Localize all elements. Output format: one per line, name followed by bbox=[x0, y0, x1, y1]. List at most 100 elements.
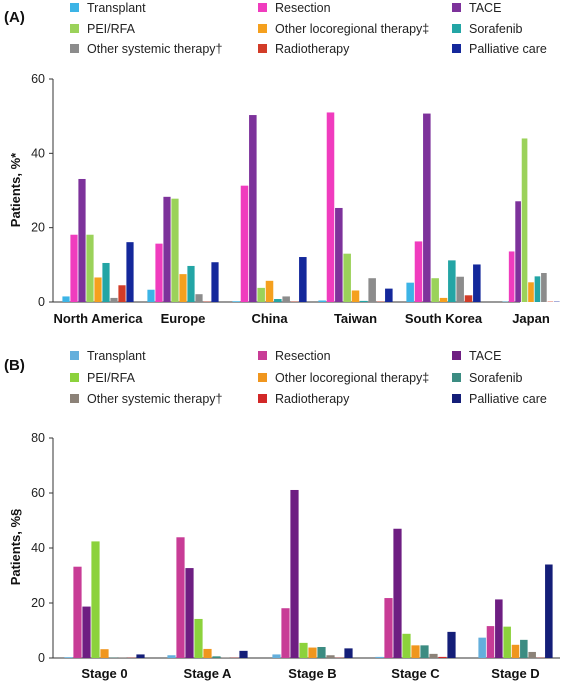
bar-stage-c-1 bbox=[384, 598, 393, 658]
bar-japan-4 bbox=[528, 282, 534, 302]
bar-china-5 bbox=[274, 299, 282, 302]
legend-swatch bbox=[70, 24, 79, 33]
bar-stage-c-4 bbox=[411, 645, 420, 658]
legend-label: Other locoregional therapy‡ bbox=[275, 22, 429, 36]
legend-swatch bbox=[452, 3, 461, 12]
bar-stage-a-1 bbox=[176, 537, 185, 658]
bar-taiwan-0 bbox=[318, 300, 326, 302]
legend-label: PEI/RFA bbox=[87, 371, 136, 385]
bar-stage-0-1 bbox=[73, 566, 82, 658]
bar-japan-6 bbox=[541, 273, 547, 302]
legend-swatch bbox=[258, 44, 267, 53]
bar-stage-0-8 bbox=[136, 654, 145, 658]
legend-swatch bbox=[70, 394, 79, 403]
bar-stage-b-6 bbox=[326, 655, 335, 658]
bar-europe-1 bbox=[155, 243, 163, 302]
panel-label: (B) bbox=[4, 357, 25, 374]
bar-stage-d-3 bbox=[503, 626, 511, 658]
bar-stage-d-1 bbox=[486, 626, 495, 658]
legend-swatch bbox=[452, 24, 461, 33]
legend-swatch bbox=[258, 3, 267, 12]
y-tick-label: 0 bbox=[38, 295, 45, 309]
y-tick-label: 40 bbox=[31, 146, 45, 160]
y-tick-label: 0 bbox=[38, 651, 45, 665]
bar-south-korea-8 bbox=[473, 264, 481, 302]
y-tick-label: 60 bbox=[31, 486, 45, 500]
bar-stage-d-6 bbox=[528, 651, 536, 658]
y-tick-label: 20 bbox=[31, 596, 45, 610]
bar-north-america-7 bbox=[118, 285, 126, 302]
x-tick-label: Stage D bbox=[491, 666, 539, 681]
bar-japan-2 bbox=[515, 201, 521, 302]
x-tick-label: Stage A bbox=[184, 666, 233, 681]
bar-taiwan-3 bbox=[343, 253, 351, 302]
legend-label: PEI/RFA bbox=[87, 22, 136, 36]
bar-south-korea-3 bbox=[431, 278, 439, 302]
bar-north-america-4 bbox=[94, 277, 102, 302]
bar-south-korea-1 bbox=[414, 241, 423, 302]
bar-south-korea-2 bbox=[423, 113, 431, 302]
x-tick-label: Stage B bbox=[288, 666, 336, 681]
bar-japan-5 bbox=[534, 276, 541, 302]
bar-north-america-0 bbox=[62, 296, 70, 302]
bar-stage-c-5 bbox=[420, 645, 429, 658]
bar-north-america-3 bbox=[86, 234, 94, 302]
legend-swatch bbox=[258, 394, 267, 403]
bar-north-america-5 bbox=[102, 262, 110, 302]
bar-stage-c-0 bbox=[375, 656, 384, 658]
bar-stage-b-8 bbox=[344, 648, 353, 658]
bar-stage-c-6 bbox=[429, 653, 438, 658]
bar-stage-b-4 bbox=[308, 647, 317, 658]
bar-stage-b-3 bbox=[299, 642, 308, 658]
bar-stage-d-8 bbox=[545, 564, 553, 658]
bar-china-4 bbox=[265, 280, 274, 302]
bar-europe-6 bbox=[195, 294, 203, 302]
bar-europe-5 bbox=[187, 265, 195, 302]
legend-label: TACE bbox=[469, 1, 501, 15]
bar-stage-a-3 bbox=[194, 618, 203, 658]
bar-europe-2 bbox=[163, 196, 171, 302]
y-tick-label: 60 bbox=[31, 72, 45, 86]
legend-label: Other systemic therapy† bbox=[87, 42, 223, 56]
x-tick-label: Europe bbox=[161, 311, 206, 326]
bar-south-korea-5 bbox=[448, 260, 456, 302]
y-axis-label: Patients, %* bbox=[8, 152, 23, 227]
y-tick-label: 20 bbox=[31, 221, 45, 235]
y-axis-label: Patients, %§ bbox=[8, 509, 23, 586]
legend-label: Sorafenib bbox=[469, 22, 523, 36]
bar-japan-1 bbox=[508, 251, 515, 302]
bar-stage-0-2 bbox=[82, 606, 91, 658]
legend-label: Other locoregional therapy‡ bbox=[275, 371, 429, 385]
bar-stage-b-0 bbox=[272, 654, 281, 658]
legend-label: Radiotherapy bbox=[275, 42, 350, 56]
legend-label: Palliative care bbox=[469, 42, 547, 56]
x-tick-label: North America bbox=[53, 311, 143, 326]
bar-japan-3 bbox=[521, 138, 528, 302]
legend-label: Resection bbox=[275, 1, 331, 15]
legend-label: TACE bbox=[469, 349, 501, 363]
bar-stage-d-4 bbox=[511, 644, 520, 658]
bar-china-8 bbox=[299, 257, 307, 302]
bar-europe-3 bbox=[171, 198, 179, 302]
bar-stage-b-5 bbox=[317, 647, 326, 658]
bar-taiwan-1 bbox=[326, 112, 335, 302]
bar-stage-d-2 bbox=[495, 599, 503, 658]
bar-south-korea-0 bbox=[406, 282, 414, 302]
legend-swatch bbox=[258, 351, 267, 360]
bar-stage-0-3 bbox=[91, 541, 100, 658]
bar-stage-c-7 bbox=[438, 656, 447, 658]
bar-south-korea-6 bbox=[456, 276, 464, 302]
y-tick-label: 40 bbox=[31, 541, 45, 555]
bar-taiwan-8 bbox=[385, 288, 393, 302]
bar-china-3 bbox=[257, 287, 265, 302]
bar-south-korea-7 bbox=[464, 295, 473, 302]
bar-stage-b-2 bbox=[290, 489, 299, 658]
bar-stage-b-1 bbox=[281, 608, 290, 658]
bar-taiwan-5 bbox=[360, 300, 368, 302]
bar-stage-c-8 bbox=[447, 631, 456, 658]
legend-label: Resection bbox=[275, 349, 331, 363]
legend-label: Sorafenib bbox=[469, 371, 523, 385]
legend-swatch bbox=[258, 24, 267, 33]
bar-europe-0 bbox=[147, 289, 155, 302]
